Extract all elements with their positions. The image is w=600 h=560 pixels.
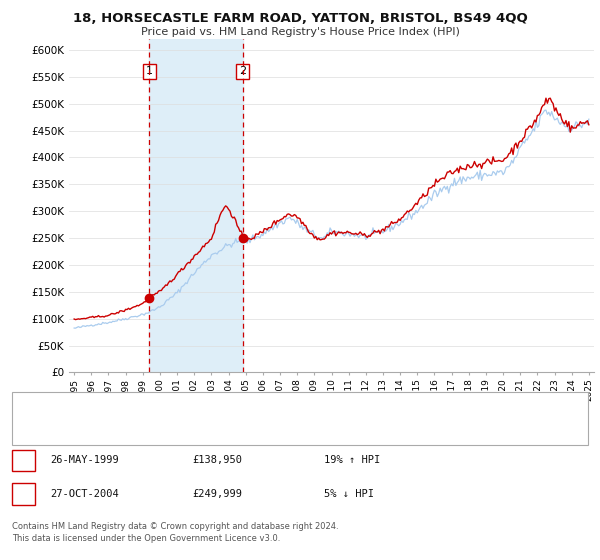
Text: 27-OCT-2004: 27-OCT-2004 (50, 489, 119, 499)
Text: HPI: Average price, detached house, North Somerset: HPI: Average price, detached house, Nort… (63, 421, 321, 431)
Text: 1: 1 (146, 67, 153, 77)
Bar (149, 39, 243, 372)
Text: Price paid vs. HM Land Registry's House Price Index (HPI): Price paid vs. HM Land Registry's House … (140, 27, 460, 37)
Text: 1: 1 (20, 455, 27, 465)
Text: 26-MAY-1999: 26-MAY-1999 (50, 455, 119, 465)
Text: Contains HM Land Registry data © Crown copyright and database right 2024.
This d: Contains HM Land Registry data © Crown c… (12, 522, 338, 543)
Text: £138,950: £138,950 (192, 455, 242, 465)
Text: £249,999: £249,999 (192, 489, 242, 499)
Text: 5% ↓ HPI: 5% ↓ HPI (324, 489, 374, 499)
Text: 2: 2 (239, 67, 247, 77)
Text: 2: 2 (20, 489, 27, 499)
Text: 19% ↑ HPI: 19% ↑ HPI (324, 455, 380, 465)
Text: 18, HORSECASTLE FARM ROAD, YATTON, BRISTOL,  BS49 4QQ (detached house): 18, HORSECASTLE FARM ROAD, YATTON, BRIST… (63, 397, 454, 407)
Text: 18, HORSECASTLE FARM ROAD, YATTON, BRISTOL, BS49 4QQ: 18, HORSECASTLE FARM ROAD, YATTON, BRIST… (73, 12, 527, 25)
